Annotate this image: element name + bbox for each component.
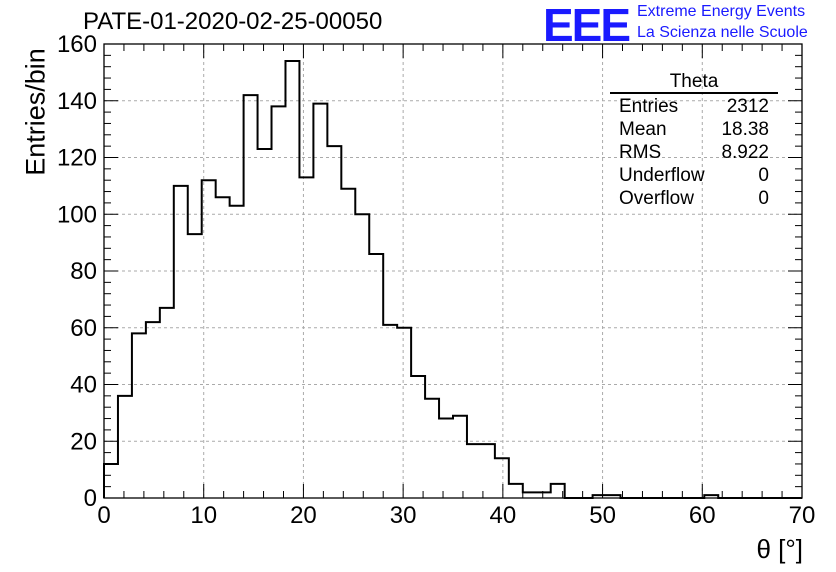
- histogram-bin: [439, 419, 453, 498]
- x-tick-label: 10: [190, 502, 217, 529]
- histogram-bin: [313, 104, 327, 498]
- y-tick-label: 60: [70, 315, 97, 342]
- histogram-bin: [299, 177, 313, 498]
- eee-logo: EEE: [543, 0, 631, 51]
- stats-value: 0: [758, 188, 769, 209]
- y-tick-label: 40: [70, 372, 97, 399]
- stats-value: 18.38: [721, 119, 769, 140]
- stats-label: Overflow: [619, 188, 694, 209]
- stats-label: Entries: [619, 96, 679, 117]
- stats-row-rms: RMS 8.922: [610, 141, 778, 164]
- histogram-bin: [383, 325, 397, 498]
- histogram-bin: [355, 214, 369, 498]
- histogram-bin: [216, 197, 230, 498]
- stats-row-underflow: Underflow 0: [610, 164, 778, 187]
- y-tick-label: 0: [84, 485, 97, 512]
- stats-box-title: Theta: [610, 71, 778, 94]
- histogram-bin: [509, 484, 523, 498]
- stats-value: 8.922: [721, 142, 769, 163]
- y-tick-label: 120: [57, 145, 97, 172]
- y-tick-label: 100: [57, 201, 97, 228]
- histogram-bin: [244, 95, 258, 498]
- histogram-bin: [327, 146, 341, 498]
- stats-label: RMS: [619, 142, 662, 163]
- y-axis-label: Entries/bin: [20, 48, 51, 176]
- x-tick-label: 50: [589, 502, 616, 529]
- histogram-bin: [174, 186, 188, 498]
- y-tick-label: 80: [70, 258, 97, 285]
- logo-line-1: Extreme Energy Events: [637, 3, 806, 20]
- x-axis-label: θ [°]: [756, 534, 803, 564]
- stats-row-overflow: Overflow 0: [610, 187, 778, 210]
- histogram-bin: [425, 399, 439, 498]
- y-tick-label: 20: [70, 428, 97, 455]
- x-tick-label: 0: [97, 502, 110, 529]
- histogram-bin: [467, 444, 481, 498]
- x-tick-label: 70: [789, 502, 816, 529]
- y-tick-label: 140: [57, 88, 97, 115]
- histogram-bin: [495, 458, 509, 498]
- stats-label: Underflow: [619, 165, 705, 186]
- chart-title: PATE-01-2020-02-25-00050: [83, 8, 383, 35]
- x-tick-label: 60: [689, 502, 716, 529]
- stats-row-entries: Entries 2312: [610, 95, 778, 118]
- stats-label: Mean: [619, 119, 667, 140]
- histogram-bin: [118, 396, 132, 498]
- histogram-bin: [453, 416, 467, 498]
- histogram-bin: [160, 308, 174, 498]
- plot-frame: [103, 43, 803, 499]
- histogram-bin: [230, 206, 244, 498]
- stats-row-mean: Mean 18.38: [610, 118, 778, 141]
- histogram-bin: [481, 444, 495, 498]
- x-tick-label: 20: [290, 502, 317, 529]
- histogram-bin: [132, 333, 146, 498]
- histogram-bin: [188, 234, 202, 498]
- stats-value: 0: [758, 165, 769, 186]
- histogram-bin: [411, 376, 425, 498]
- histogram-bin: [104, 464, 118, 498]
- logo-line-2: La Scienza nelle Scuole: [637, 24, 808, 41]
- histogram-bin: [258, 149, 272, 498]
- histogram-bin: [272, 106, 286, 498]
- histogram-outline: [103, 60, 802, 499]
- histogram-bin: [285, 61, 299, 498]
- stats-value: 2312: [726, 96, 769, 117]
- stats-box: Theta Entries 2312 Mean 18.38 RMS 8.922 …: [610, 71, 778, 210]
- histogram-bin: [341, 189, 355, 498]
- y-tick-label: 160: [57, 31, 97, 58]
- histogram-bin: [397, 328, 411, 498]
- x-tick-label: 40: [490, 502, 517, 529]
- histogram-bin: [146, 322, 160, 498]
- histogram-bin: [369, 254, 383, 498]
- x-tick-label: 30: [390, 502, 417, 529]
